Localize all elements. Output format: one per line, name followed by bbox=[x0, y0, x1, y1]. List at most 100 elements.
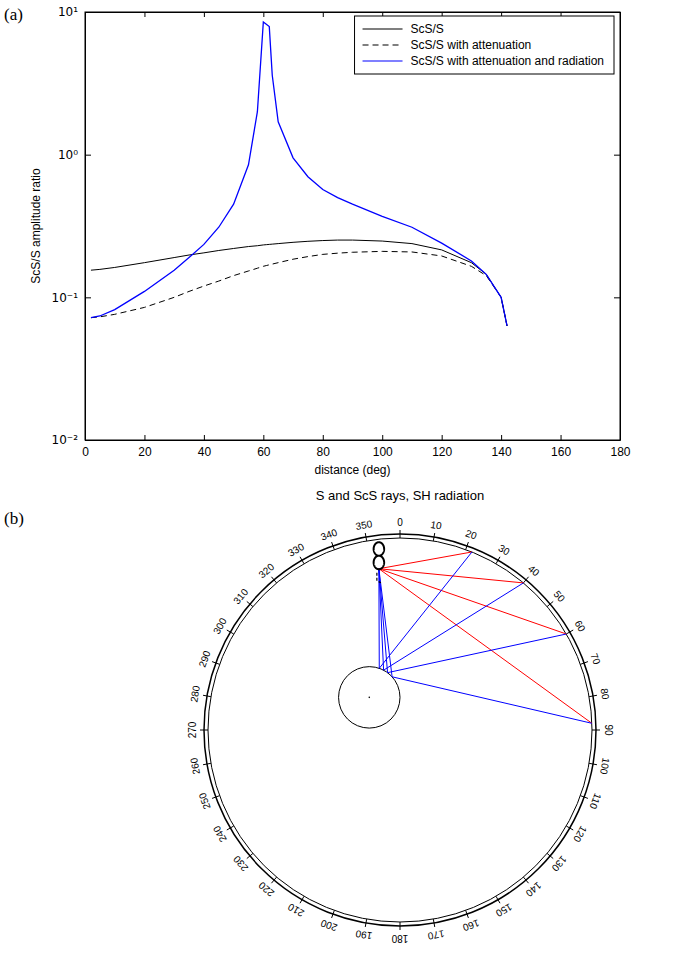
angle-tick-label: 80 bbox=[598, 687, 611, 700]
scale-ring bbox=[204, 534, 596, 926]
x-tick-mark bbox=[323, 435, 324, 440]
direct-ray bbox=[379, 569, 592, 724]
angle-tick-mark bbox=[400, 922, 401, 930]
angle-tick-mark bbox=[271, 877, 276, 883]
plot-frame bbox=[85, 12, 620, 440]
angle-tick-mark bbox=[580, 662, 588, 665]
y-tick-label: 10¹ bbox=[58, 5, 78, 19]
angle-tick-label: 160 bbox=[461, 917, 481, 933]
x-tick-mark bbox=[144, 435, 145, 440]
y-tick-label: 10⁻² bbox=[52, 433, 79, 447]
x-tick-mark-top bbox=[204, 12, 205, 17]
y-tick: 10⁰ bbox=[58, 148, 91, 162]
angle-tick-label: 250 bbox=[196, 791, 212, 811]
plot-background bbox=[85, 12, 620, 440]
angle-tick-mark bbox=[400, 530, 401, 538]
x-tick-mark bbox=[204, 435, 205, 440]
angle-tick-label: 60 bbox=[573, 618, 588, 634]
angle-tick-label: 40 bbox=[526, 563, 542, 579]
angle-tick-label: 340 bbox=[319, 526, 339, 542]
angle-tick-mark bbox=[589, 763, 597, 764]
x-tick-label: 40 bbox=[198, 445, 212, 459]
angle-tick-mark bbox=[212, 662, 220, 665]
x-tick-top bbox=[323, 12, 324, 17]
angle-tick-label: 280 bbox=[188, 684, 202, 703]
angle-tick-mark bbox=[271, 577, 276, 583]
angle-tick-label: 210 bbox=[286, 901, 306, 919]
x-tick: 40 bbox=[198, 435, 212, 459]
legend-label: ScS/S with attenuation bbox=[411, 38, 532, 52]
angle-tick-label: 350 bbox=[355, 518, 374, 532]
angle-tick-mark bbox=[592, 730, 600, 731]
angle-tick-mark bbox=[227, 630, 234, 634]
direct-ray bbox=[379, 569, 566, 634]
legend-swatch bbox=[363, 44, 403, 45]
x-axis: 020406080100120140160180 bbox=[82, 435, 631, 459]
angle-tick-mark bbox=[496, 896, 500, 903]
angle-tick-label: 220 bbox=[256, 879, 276, 898]
angle-tick-mark bbox=[200, 730, 208, 731]
series-line bbox=[91, 240, 507, 326]
angle-tick-label: 300 bbox=[211, 616, 229, 636]
x-tick-label: 80 bbox=[317, 445, 331, 459]
angle-tick-mark bbox=[300, 557, 304, 564]
panel-polar: (b)S and ScS rays, SH radiation010203040… bbox=[4, 488, 614, 944]
y-tick-mark bbox=[85, 297, 91, 298]
y-axis-title: ScS/S amplitude ratio bbox=[29, 168, 43, 284]
angle-tick-mark bbox=[212, 796, 220, 799]
x-tick: 20 bbox=[138, 435, 152, 459]
legend-label: ScS/S bbox=[411, 22, 444, 36]
angle-tick-mark bbox=[433, 919, 434, 927]
y-tick-mark bbox=[85, 155, 91, 156]
x-tick-mark-top bbox=[323, 12, 324, 17]
angle-tick-label: 70 bbox=[588, 652, 602, 667]
legend-label: ScS/S with attenuation and radiation bbox=[411, 54, 604, 68]
x-tick-top bbox=[263, 12, 264, 17]
reflected-ray bbox=[379, 569, 566, 673]
angle-tick-label: 140 bbox=[523, 880, 543, 899]
angle-tick-mark bbox=[547, 601, 553, 606]
angle-tick-mark bbox=[332, 542, 335, 550]
reflected-ray bbox=[379, 552, 472, 668]
x-tick: 160 bbox=[551, 435, 571, 459]
figure: (a)02040608010012014016018010⁻²10⁻¹10⁰10… bbox=[0, 0, 676, 956]
x-tick: 120 bbox=[432, 435, 452, 459]
x-tick: 140 bbox=[492, 435, 512, 459]
series-line bbox=[91, 251, 507, 326]
rays bbox=[379, 552, 592, 723]
legend-swatch bbox=[363, 60, 403, 61]
legend-box bbox=[355, 16, 614, 74]
angle-tick-label: 0 bbox=[397, 517, 403, 528]
angle-tick-mark bbox=[523, 877, 528, 883]
angle-tick-mark bbox=[547, 853, 553, 858]
angle-tick-label: 130 bbox=[549, 854, 568, 874]
angle-tick-label: 310 bbox=[231, 586, 250, 606]
angle-tick-mark bbox=[496, 557, 500, 564]
angle-tick-mark bbox=[247, 853, 253, 858]
x-tick: 100 bbox=[373, 435, 393, 459]
y-tick-mark-right bbox=[614, 297, 620, 298]
angle-tick-mark bbox=[580, 796, 588, 799]
x-tick-label: 140 bbox=[492, 445, 512, 459]
angle-tick-label: 20 bbox=[464, 527, 479, 541]
angle-tick-label: 170 bbox=[427, 928, 446, 942]
angle-tick-mark bbox=[203, 763, 211, 764]
angle-tick-mark bbox=[365, 919, 366, 927]
earth-surface bbox=[208, 538, 592, 922]
angle-tick-label: 190 bbox=[354, 928, 373, 942]
angle-tick-mark bbox=[466, 542, 469, 550]
angle-tick-mark bbox=[203, 695, 211, 696]
angle-tick-label: 100 bbox=[598, 757, 612, 776]
x-tick-mark-top bbox=[144, 12, 145, 17]
x-tick: 80 bbox=[317, 435, 331, 459]
x-tick-label: 100 bbox=[373, 445, 393, 459]
y-tick-right bbox=[614, 297, 620, 298]
x-tick-label: 20 bbox=[138, 445, 152, 459]
y-tick-label: 10⁻¹ bbox=[52, 291, 79, 305]
x-tick-mark bbox=[263, 435, 264, 440]
angle-tick-mark bbox=[247, 601, 253, 606]
y-tick-right bbox=[614, 155, 620, 156]
angle-tick-label: 200 bbox=[319, 917, 339, 933]
angle-tick-label: 30 bbox=[496, 542, 512, 557]
angle-tick-mark bbox=[523, 577, 528, 583]
